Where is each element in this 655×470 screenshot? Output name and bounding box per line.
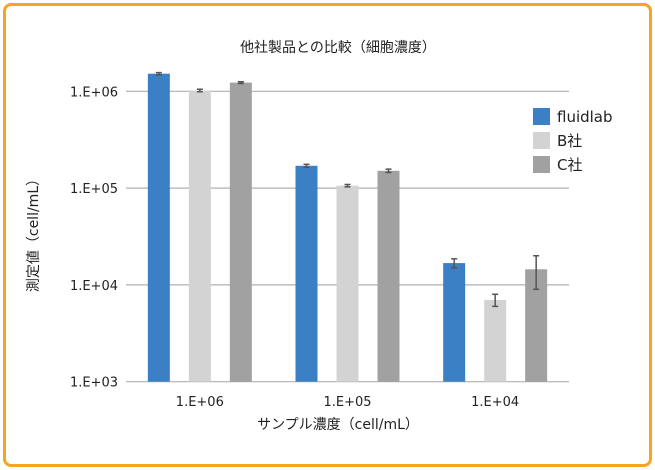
legend-label: B社: [557, 132, 582, 150]
legend-label: C社: [557, 156, 582, 174]
x-axis-title: サンプル濃度（cell/mL）: [257, 417, 419, 433]
legend-swatch: [533, 132, 550, 149]
chart-frame: [3, 3, 652, 467]
y-axis-title: 測定値（cell/mL）: [26, 172, 42, 292]
x-tick-label: 1.E+06: [176, 395, 224, 410]
bar-fluidlab: [147, 73, 170, 382]
error-bar: [237, 81, 244, 85]
x-tick-label: 1.E+05: [323, 395, 371, 410]
bar-B社: [188, 90, 211, 382]
y-tick-label: 1.E+04: [70, 279, 118, 294]
error-bar: [196, 88, 203, 93]
error-bar: [303, 163, 310, 169]
legend-swatch: [533, 108, 550, 125]
x-tick-label: 1.E+04: [471, 395, 519, 410]
legend-swatch: [533, 156, 550, 173]
y-tick-label: 1.E+03: [70, 376, 118, 391]
bar-fluidlab: [443, 263, 466, 382]
error-bar: [533, 255, 540, 291]
error-bar: [385, 168, 392, 174]
bar-B社: [484, 299, 507, 382]
bar-B社: [336, 185, 359, 382]
y-tick-label: 1.E+06: [70, 85, 118, 100]
error-bar: [451, 258, 458, 269]
legend-label: fluidlab: [557, 108, 613, 126]
bar-C社: [377, 170, 400, 382]
chart-title: 他社製品との比較（細胞濃度）: [240, 40, 436, 56]
bar-C社: [229, 82, 252, 382]
y-tick-label: 1.E+05: [70, 182, 118, 197]
error-bar: [344, 183, 351, 188]
error-bar: [155, 71, 162, 76]
bar-fluidlab: [295, 165, 318, 382]
bar-C社: [525, 269, 548, 382]
error-bar: [492, 293, 499, 308]
